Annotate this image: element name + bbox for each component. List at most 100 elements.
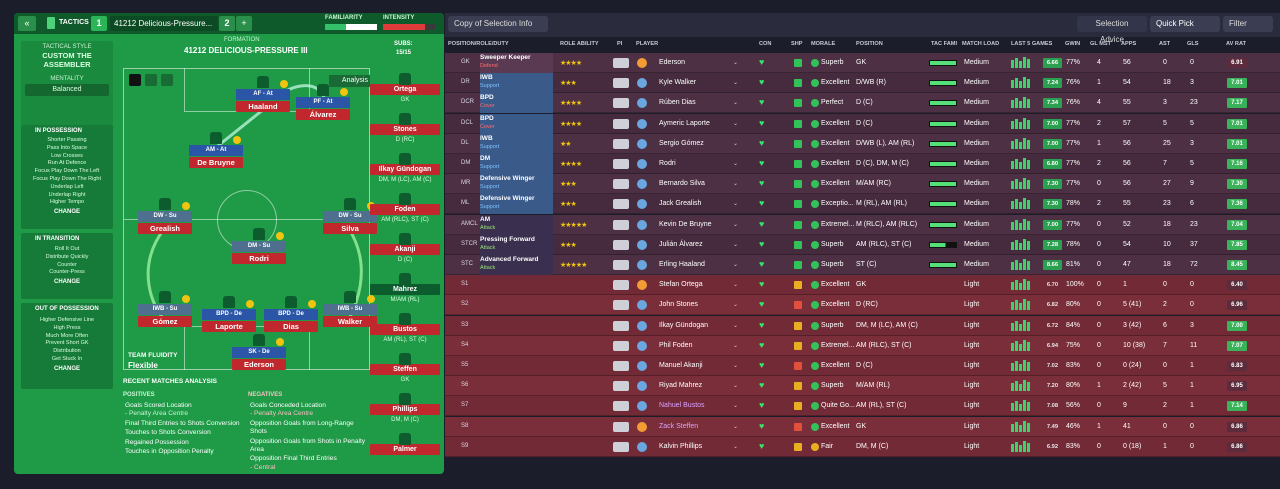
table-row[interactable]: DM DM Support ★★★★ Rodri ⌄ ♥ Excellent D (C), DM… — [445, 154, 1280, 174]
col-shp[interactable]: SHP — [791, 41, 803, 47]
sub-player[interactable]: Palmer — [370, 433, 440, 474]
pitch-view-icon[interactable] — [129, 74, 141, 86]
role-duty[interactable]: IWB Support — [480, 133, 553, 154]
pi-icon[interactable] — [613, 98, 629, 109]
player-dropdown-icon[interactable]: ⌄ — [733, 302, 739, 309]
recent-analysis-title[interactable]: RECENT MATCHES ANALYSIS — [123, 378, 218, 385]
pitch-player[interactable]: AM - At De Bruyne — [189, 132, 243, 171]
role-duty[interactable]: AM Attack — [480, 214, 553, 235]
player-dropdown-icon[interactable]: ⌄ — [733, 262, 739, 268]
view-selector[interactable]: Copy of Selection Info — [448, 16, 548, 32]
player-dropdown-icon[interactable]: ⌄ — [733, 100, 739, 107]
pitch-player[interactable]: BPD - De Laporte — [202, 296, 256, 335]
table-row[interactable]: S3 Ilkay Gündogan ⌄ ♥ Superb DM, M (LC), AM (… — [445, 315, 1280, 336]
player-dropdown-icon[interactable]: ⌄ — [733, 443, 739, 450]
col-role-ability[interactable]: ROLE ABILITY — [560, 41, 599, 47]
table-row[interactable]: S7 Nahuel Bustos ⌄ ♥ Quite Go... AM (RL), ST … — [445, 396, 1280, 417]
player-name[interactable]: Jack Grealish — [659, 200, 702, 208]
table-row[interactable]: DR IWB Support ★★★ Kyle Walker ⌄ ♥ Excellent D/W… — [445, 73, 1280, 94]
pitch-player[interactable]: IWB - Su Gómez — [138, 291, 192, 330]
player-name[interactable]: Erling Haaland — [659, 261, 705, 268]
player-name[interactable]: Stefan Ortega — [659, 281, 703, 289]
table-row[interactable]: ML Defensive Winger Support ★★★ Jack Grealis… — [445, 194, 1280, 215]
sub-player[interactable]: Phillips DM, M (C) — [370, 393, 440, 441]
pi-icon[interactable] — [613, 58, 629, 68]
add-tactic-button[interactable]: + — [236, 16, 252, 31]
sub-player[interactable]: Akanji D (C) — [370, 233, 440, 281]
player-name[interactable]: Bernardo Silva — [659, 180, 705, 188]
pi-icon[interactable] — [613, 159, 629, 169]
table-row[interactable]: S1 Stefan Ortega ⌄ ♥ Excellent GK Light 6.70 100… — [445, 275, 1280, 296]
player-name[interactable]: Manuel Akanji — [659, 362, 703, 369]
col-gls[interactable]: GLS — [1187, 41, 1199, 47]
role-duty[interactable]: Sweeper Keeper Defend — [480, 53, 553, 73]
formation-name[interactable]: 41212 DELICIOUS-PRESSURE III — [184, 46, 308, 55]
player-name[interactable]: Kevin De Bruyne — [659, 220, 712, 228]
sub-player[interactable]: Foden AM (RLC), ST (C) — [370, 193, 440, 241]
pi-icon[interactable] — [613, 280, 629, 291]
player-dropdown-icon[interactable]: ⌄ — [733, 342, 739, 349]
col-position[interactable]: POSITION — [856, 41, 883, 47]
tactic-slot-2[interactable]: 2 — [219, 16, 235, 31]
pitch-player[interactable]: SK - De Ederson — [232, 334, 286, 373]
col-tac-fami[interactable]: TAC FAMI — [931, 41, 957, 47]
player-name[interactable]: Julián Álvarez — [659, 240, 703, 248]
player-name[interactable]: Ederson — [659, 59, 686, 66]
col-ast[interactable]: AST — [1159, 41, 1171, 47]
player-dropdown-icon[interactable]: ⌄ — [733, 140, 739, 147]
tactic-selector[interactable]: 41212 Delicious-Pressure... — [110, 16, 218, 31]
table-row[interactable]: S8 Zack Steffen ⌄ ♥ Excellent GK Light 7.49 46% 1… — [445, 416, 1280, 437]
pitch-player[interactable]: DM - Su Rodri — [232, 228, 286, 267]
player-dropdown-icon[interactable]: ⌄ — [733, 181, 739, 188]
pi-icon[interactable] — [613, 78, 629, 89]
pi-icon[interactable] — [613, 300, 629, 311]
table-row[interactable]: AMCL AM Attack ★★★★★ Kevin De Bruyne ⌄ ♥ Extrem… — [445, 214, 1280, 235]
player-dropdown-icon[interactable]: ⌄ — [733, 383, 739, 390]
player-dropdown-icon[interactable]: ⌄ — [733, 60, 739, 66]
in-transition-change-button[interactable]: CHANGE — [53, 279, 80, 286]
player-name[interactable]: Rúben Dias — [659, 99, 696, 107]
filter-button[interactable]: Filter — [1223, 16, 1273, 32]
mentality-dropdown[interactable]: Balanced — [25, 84, 109, 96]
player-name[interactable]: Sergio Gómez — [659, 139, 704, 147]
role-duty[interactable]: DM Support — [480, 154, 553, 174]
analysis-button[interactable]: Analysis — [329, 75, 370, 87]
col-apps[interactable]: APPS — [1121, 41, 1137, 47]
pi-icon[interactable] — [613, 260, 629, 270]
out-of-possession-change-button[interactable]: CHANGE — [53, 365, 80, 372]
col-player[interactable]: PLAYER — [636, 41, 659, 47]
role-duty[interactable]: Advanced Forward Attack — [480, 255, 553, 275]
table-row[interactable]: DCR BPD Cover ★★★★ Rúben Dias ⌄ ♥ Perfect D (C) M… — [445, 93, 1280, 114]
role-duty[interactable]: BPD Cover — [480, 113, 553, 134]
player-dropdown-icon[interactable]: ⌄ — [733, 241, 739, 248]
role-duty[interactable]: BPD Cover — [480, 93, 553, 114]
col-morale[interactable]: MORALE — [811, 41, 836, 47]
pi-icon[interactable] — [613, 239, 629, 250]
role-duty[interactable]: Pressing Forward Attack — [480, 234, 553, 255]
role-duty[interactable]: Defensive Winger Support — [480, 174, 553, 195]
table-row[interactable]: STC Advanced Forward Attack ★★★★★ Erling Haa… — [445, 255, 1280, 275]
pitch-player[interactable]: AF - At Haaland — [236, 76, 290, 115]
col-pi[interactable]: PI — [617, 41, 623, 47]
table-row[interactable]: S9 Kalvin Phillips ⌄ ♥ Fair DM, M (C) Light 6.9… — [445, 436, 1280, 457]
player-name[interactable]: Zack Steffen — [659, 422, 699, 430]
player-name[interactable]: Riyad Mahrez — [659, 382, 703, 390]
player-name[interactable]: Phil Foden — [659, 341, 693, 349]
player-name[interactable]: Aymeric Laporte — [659, 119, 710, 127]
table-row[interactable]: MR Defensive Winger Support ★★★ Bernardo Sil… — [445, 174, 1280, 195]
player-name[interactable]: Rodri — [659, 160, 676, 167]
player-dropdown-icon[interactable]: ⌄ — [733, 423, 739, 430]
pitch-player[interactable]: PF - At Álvarez — [296, 84, 350, 123]
sub-player[interactable]: Mahrez M/AM (RL) — [370, 273, 440, 321]
instructions-icon[interactable] — [161, 74, 173, 86]
player-name[interactable]: Kalvin Phillips — [659, 442, 703, 450]
table-row[interactable]: S2 John Stones ⌄ ♥ Excellent D (RC) Light 6.82 8… — [445, 295, 1280, 316]
col-con[interactable]: CON — [759, 41, 772, 47]
table-row[interactable]: DL IWB Support ★★ Sergio Gómez ⌄ ♥ Excellent D/W… — [445, 133, 1280, 154]
in-possession-change-button[interactable]: CHANGE — [53, 209, 80, 216]
back-button[interactable]: « — [18, 16, 36, 31]
role-duty[interactable]: Defensive Winger Support — [480, 194, 553, 215]
pi-icon[interactable] — [613, 401, 629, 412]
pi-icon[interactable] — [613, 441, 629, 452]
sub-player[interactable]: Steffen GK — [370, 353, 440, 401]
